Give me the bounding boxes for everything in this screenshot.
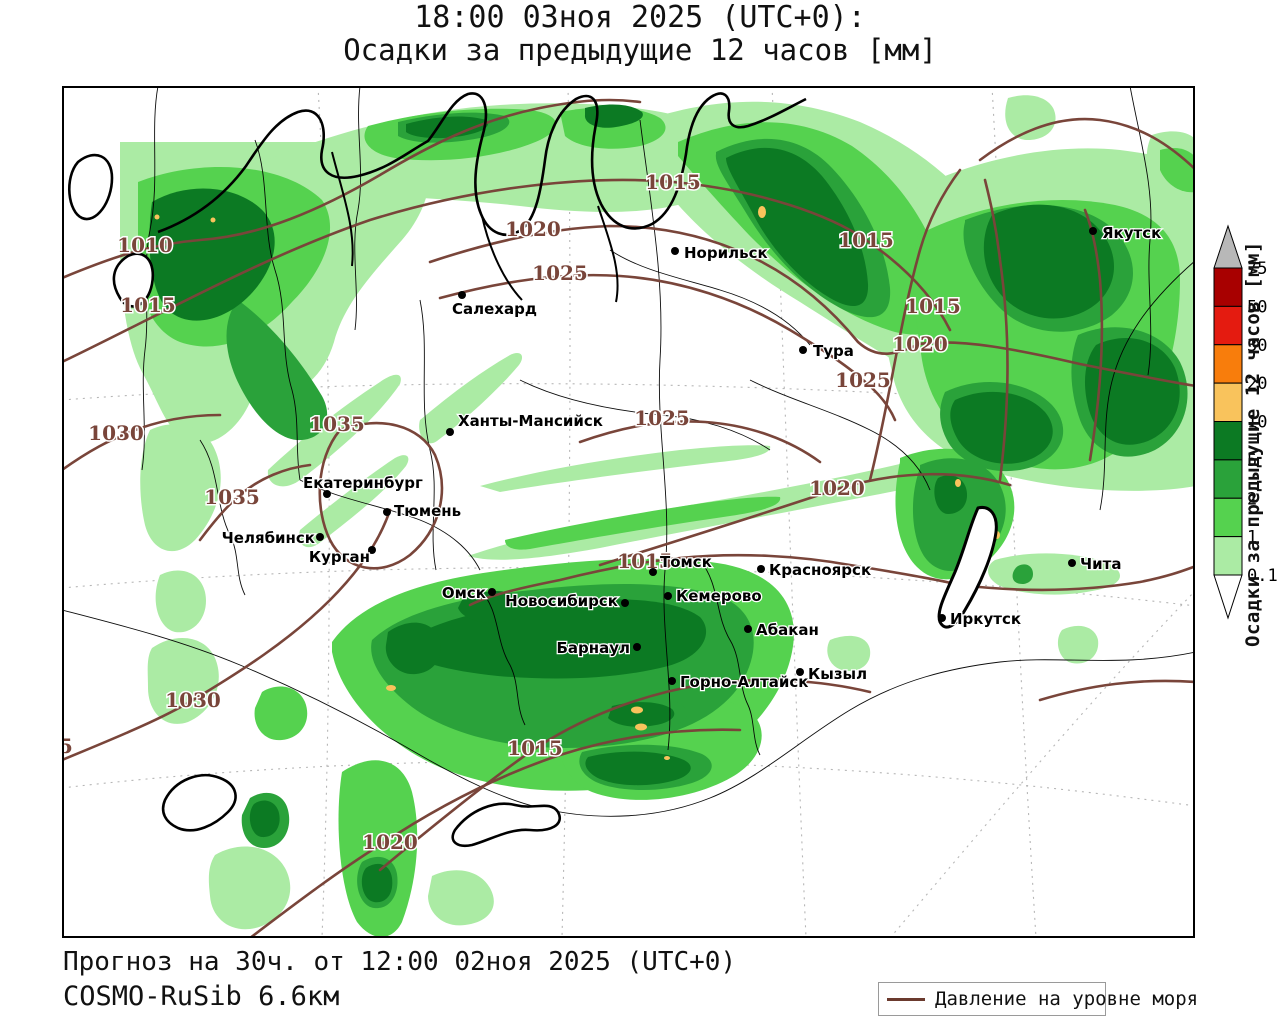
colorbar-underflow-low <box>1214 575 1242 618</box>
city-label: Ханты-Мансийск <box>458 412 603 430</box>
city-label: Салехард <box>452 300 537 318</box>
city-label: Кызыл <box>808 665 867 683</box>
colorbar-band <box>1214 422 1242 460</box>
isobar-label: 1025 <box>532 261 588 285</box>
city-label: Новосибирск <box>505 592 618 610</box>
isobar-label: 1010 <box>117 233 173 257</box>
city-dot <box>938 614 946 622</box>
city-dot <box>633 643 641 651</box>
city-dot <box>671 247 679 255</box>
isobar-label: 1025 <box>835 368 891 392</box>
isobar-label: 1015 <box>838 228 894 252</box>
city-dot <box>799 346 807 354</box>
colorbar-band <box>1214 498 1242 536</box>
isobar-label: 1020 <box>505 217 561 241</box>
city-label: Тура <box>813 342 854 360</box>
city-label: Норильск <box>684 244 768 262</box>
city-dot <box>488 588 496 596</box>
city-label: Якутск <box>1102 224 1161 242</box>
city-label: Томск <box>660 553 712 571</box>
colorbar-overflow-high <box>1214 226 1242 268</box>
city-label: Тюмень <box>394 502 461 520</box>
city-dot <box>796 668 804 676</box>
city-label: Кемерово <box>676 587 762 605</box>
city-dot <box>757 565 765 573</box>
title-variable: Осадки за предыдущие 12 часов [мм] <box>0 34 1280 66</box>
city-dot <box>744 625 752 633</box>
colorbar-band <box>1214 345 1242 383</box>
colorbar-band <box>1214 268 1242 306</box>
city-dot <box>1089 227 1097 235</box>
title-datetime: 18:00 03ноя 2025 (UTC+0): <box>0 1 1280 34</box>
isobar-label: 1030 <box>88 421 144 445</box>
city-label: Барнаул <box>556 639 630 657</box>
isobar-label: 1015 <box>645 170 701 194</box>
isobar-label: 1030 <box>165 688 221 712</box>
city-dot <box>649 568 657 576</box>
city-dot <box>668 677 676 685</box>
isobar-label: 1035 <box>204 485 260 509</box>
colorbar-band <box>1214 306 1242 344</box>
city-label: Екатеринбург <box>303 474 423 492</box>
page-title: 18:00 03ноя 2025 (UTC+0): Осадки за пред… <box>0 1 1280 66</box>
city-dot <box>1068 559 1076 567</box>
forecast-map: 1010101510301035103510151020102510151015… <box>62 86 1195 938</box>
weather-map-page: 18:00 03ноя 2025 (UTC+0): Осадки за пред… <box>0 0 1280 1024</box>
city-dot <box>621 599 629 607</box>
city-label: Челябинск <box>222 529 315 547</box>
city-label: Иркутск <box>950 610 1021 628</box>
city-dot <box>316 533 324 541</box>
city-label: Омск <box>442 584 486 602</box>
isobar-legend-label: Давление на уровне моря <box>935 988 1198 1010</box>
pressure-legend: Давление на уровне моря <box>878 982 1106 1016</box>
isobar-label: 1015 <box>507 736 563 760</box>
city-dot <box>458 291 466 299</box>
model-name-text: COSMO-RuSib 6.6км <box>63 981 339 1012</box>
isobar-label: 1015 <box>905 294 961 318</box>
forecast-info-text: Прогноз на 30ч. от 12:00 02ноя 2025 (UTC… <box>63 947 736 977</box>
colorbar-band <box>1214 460 1242 498</box>
city-label: Красноярск <box>769 561 871 579</box>
isobar-legend-line <box>887 998 925 1001</box>
city-dot <box>446 428 454 436</box>
isobar-label: 1020 <box>809 476 865 500</box>
colorbar-band <box>1214 537 1242 575</box>
city-label: Чита <box>1080 555 1121 573</box>
isobar-label: 1015 <box>120 293 176 317</box>
colorbar-axis-title: Осадки за предыдущие 12 часов [мм] <box>1242 226 1272 662</box>
isobar-label: 1035 <box>309 412 365 436</box>
city-label: Курган <box>309 548 370 566</box>
isobar-label: 1020 <box>362 830 418 854</box>
isobar-label: 1020 <box>892 332 948 356</box>
city-dot <box>664 592 672 600</box>
isobar-label: 1025 <box>634 406 690 430</box>
city-label: Горно-Алтайск <box>680 673 809 691</box>
city-label: Абакан <box>756 621 819 639</box>
city-dot <box>383 508 391 516</box>
colorbar-band <box>1214 383 1242 421</box>
